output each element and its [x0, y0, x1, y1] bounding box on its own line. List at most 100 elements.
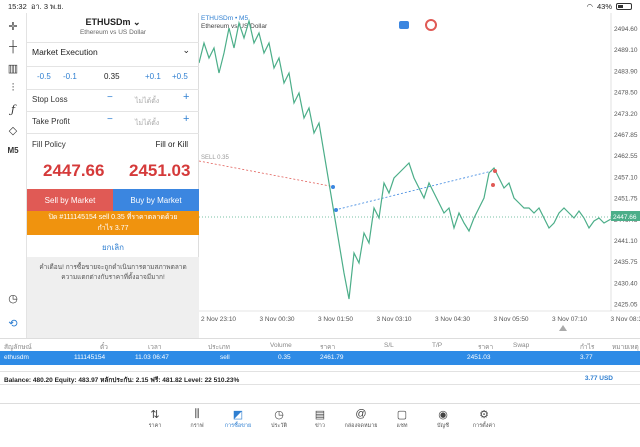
- take-profit-input[interactable]: ไม่ได้ตั้ง: [135, 120, 160, 127]
- price-tick-label: 2425.05: [614, 302, 638, 309]
- volume-value[interactable]: 0.35: [104, 72, 120, 81]
- nav-quotes-label: ราคา: [148, 423, 162, 429]
- col-time: เวลา: [148, 344, 162, 351]
- price-tick-label: 2467.85: [614, 132, 638, 139]
- table-row[interactable]: ethusdm 111145154 11.03 06:47 sell 0.35 …: [0, 351, 640, 365]
- volume-plus-small-button[interactable]: +0.1: [145, 72, 161, 81]
- nav-news[interactable]: ▤ ข่าว: [300, 408, 340, 430]
- balance-text: Balance: 480.20 Equity: 483.97 หลักประกั…: [4, 377, 240, 384]
- chevron-up-icon[interactable]: [559, 325, 567, 331]
- nav-accounts[interactable]: ◉ บัญชี: [423, 408, 463, 430]
- chat-icon: ▢: [396, 409, 408, 421]
- nav-chat-label: แชท: [396, 423, 408, 429]
- col-profit: กำไร: [580, 344, 595, 351]
- close-marker: [491, 183, 495, 187]
- buy-by-market-button[interactable]: Buy by Market: [113, 189, 199, 211]
- nav-mailbox[interactable]: @ กล่องจดหมาย: [341, 408, 381, 430]
- buy-price-pips: 03: [171, 161, 191, 180]
- take-profit-label: Take Profit: [32, 117, 70, 126]
- function-icon[interactable]: ƒ: [10, 102, 16, 116]
- battery-fill: [618, 5, 624, 8]
- cancel-button[interactable]: ยกเลิก: [101, 243, 124, 252]
- sell-price-main: 2447.: [43, 161, 86, 180]
- time-tick-label: 3 Nov 05:50: [494, 316, 529, 323]
- nav-chat[interactable]: ▢ แชท: [382, 408, 422, 430]
- warning-message: คำเตือน! การซื้อขายจะถูกดำเนินการตามสภาพ…: [27, 257, 199, 338]
- indicators-icon[interactable]: ⫶: [11, 81, 15, 94]
- bar-chart-icon[interactable]: ▥: [7, 62, 19, 75]
- close-position-button[interactable]: ปิด #111145154 sell 0.35 ที่ราคาตลาดด้วย…: [27, 211, 199, 235]
- status-bar: 15:32 อา. 3 พ.ย. ◠ 43%: [0, 0, 640, 13]
- volume-minus-large-button[interactable]: -0.5: [37, 72, 51, 81]
- col-comment: หมายเหตุ: [612, 344, 639, 351]
- take-profit-minus-button[interactable]: −: [107, 114, 113, 125]
- nav-history[interactable]: ◷ ประวัติ: [259, 408, 299, 430]
- timeframe-m5-button[interactable]: M5: [7, 145, 19, 155]
- take-profit-plus-button[interactable]: +: [183, 113, 190, 125]
- volume-plus-large-button[interactable]: +0.5: [172, 72, 188, 81]
- col-ticket: ตั๋ว: [100, 344, 108, 351]
- crosshair-icon[interactable]: ✛: [8, 20, 18, 33]
- divider: [27, 89, 199, 90]
- quick-trade-icon[interactable]: ◷: [8, 292, 18, 305]
- symbol-selector[interactable]: ETHUSDm ⌄: [27, 17, 199, 28]
- status-time: 15:32: [8, 1, 27, 11]
- col-current-price: ราคา: [478, 344, 494, 351]
- nav-settings-label: การตั้งค่า: [472, 423, 496, 429]
- one-click-icon[interactable]: [399, 21, 409, 29]
- volume-stepper: -0.5 -0.1 0.35 +0.1 +0.5: [27, 72, 199, 86]
- sell-by-market-button[interactable]: Sell by Market: [27, 189, 113, 211]
- close-position-line2: กำไร 3.77: [97, 225, 129, 232]
- nav-accounts-label: บัญชี: [437, 423, 449, 429]
- stop-loss-plus-button[interactable]: +: [183, 91, 190, 103]
- price-chart[interactable]: ETHUSDm • M5 Ethereum vs US Dollar SELL …: [199, 13, 640, 338]
- one-click-trading-icon[interactable]: ⟲: [8, 317, 18, 330]
- sell-entry-line: [199, 160, 336, 188]
- col-symbol: สัญลักษณ์: [4, 344, 32, 351]
- objects-icon[interactable]: ◇: [8, 124, 18, 137]
- time-tick-label: 3 Nov 08:30: [611, 316, 640, 323]
- trade-link-line: [334, 170, 493, 211]
- news-icon: ▤: [314, 409, 326, 421]
- quotes-icon: ⇅: [150, 409, 160, 421]
- nav-history-label: ประวัติ: [270, 423, 288, 429]
- nav-trade[interactable]: ◩ การซื้อขาย: [218, 408, 258, 430]
- fill-policy-value[interactable]: Fill or Kill: [155, 140, 188, 149]
- high-marker: [493, 169, 497, 173]
- status-time-date: 15:32 อา. 3 พ.ย.: [8, 1, 64, 13]
- price-tick-label: 2478.50: [614, 90, 638, 97]
- nav-trade-label: การซื้อขาย: [224, 423, 252, 429]
- col-volume: Volume: [270, 342, 292, 349]
- col-price: ราคา: [320, 344, 336, 351]
- price-line: [199, 18, 612, 300]
- col-swap: Swap: [513, 342, 530, 349]
- cell-price: 2461.79: [320, 354, 344, 361]
- chart-symbol-timeframe: ETHUSDm • M5: [201, 15, 249, 22]
- chart-toolbar: ✛ ┼ ▥ ⫶ ƒ ◇ M5 ◷ ⟲: [0, 13, 27, 338]
- price-tick-label: 2462.55: [614, 153, 638, 160]
- time-tick-label: 3 Nov 00:30: [260, 316, 295, 323]
- trade-levels-icon[interactable]: [425, 19, 437, 31]
- symbol-description: Ethereum vs US Dollar: [79, 29, 147, 36]
- cell-symbol: ethusdm: [4, 354, 29, 361]
- nav-chart-label: กราฟ: [190, 423, 204, 429]
- move-icon[interactable]: ┼: [9, 41, 17, 53]
- cell-volume: 0.35: [278, 354, 291, 361]
- time-tick-label: 3 Nov 04:30: [435, 316, 470, 323]
- stop-loss-input[interactable]: ไม่ได้ตั้ง: [135, 98, 160, 105]
- battery-percent: 43%: [596, 2, 612, 11]
- cell-ticket: 111145154: [74, 354, 106, 361]
- nav-quotes[interactable]: ⇅ ราคา: [135, 408, 175, 430]
- close-position-line1: ปิด #111145154 sell 0.35 ที่ราคาตลาดด้วย: [48, 214, 178, 221]
- chevron-down-icon: ⌄: [132, 17, 141, 27]
- nav-settings[interactable]: ⚙ การตั้งค่า: [464, 408, 504, 430]
- volume-minus-small-button[interactable]: -0.1: [63, 72, 77, 81]
- execution-type-selector[interactable]: [27, 42, 199, 66]
- time-axis: 2 Nov 23:10 3 Nov 00:30 3 Nov 01:50 3 Nov 0…: [201, 316, 640, 323]
- nav-chart[interactable]: ⫼ กราฟ: [177, 408, 217, 430]
- price-tick-label: 2457.10: [614, 174, 638, 181]
- divider: [27, 133, 199, 134]
- stop-loss-minus-button[interactable]: −: [107, 92, 113, 103]
- chart-subtitle: Ethereum vs US Dollar: [201, 23, 268, 30]
- battery-icon: [616, 3, 632, 10]
